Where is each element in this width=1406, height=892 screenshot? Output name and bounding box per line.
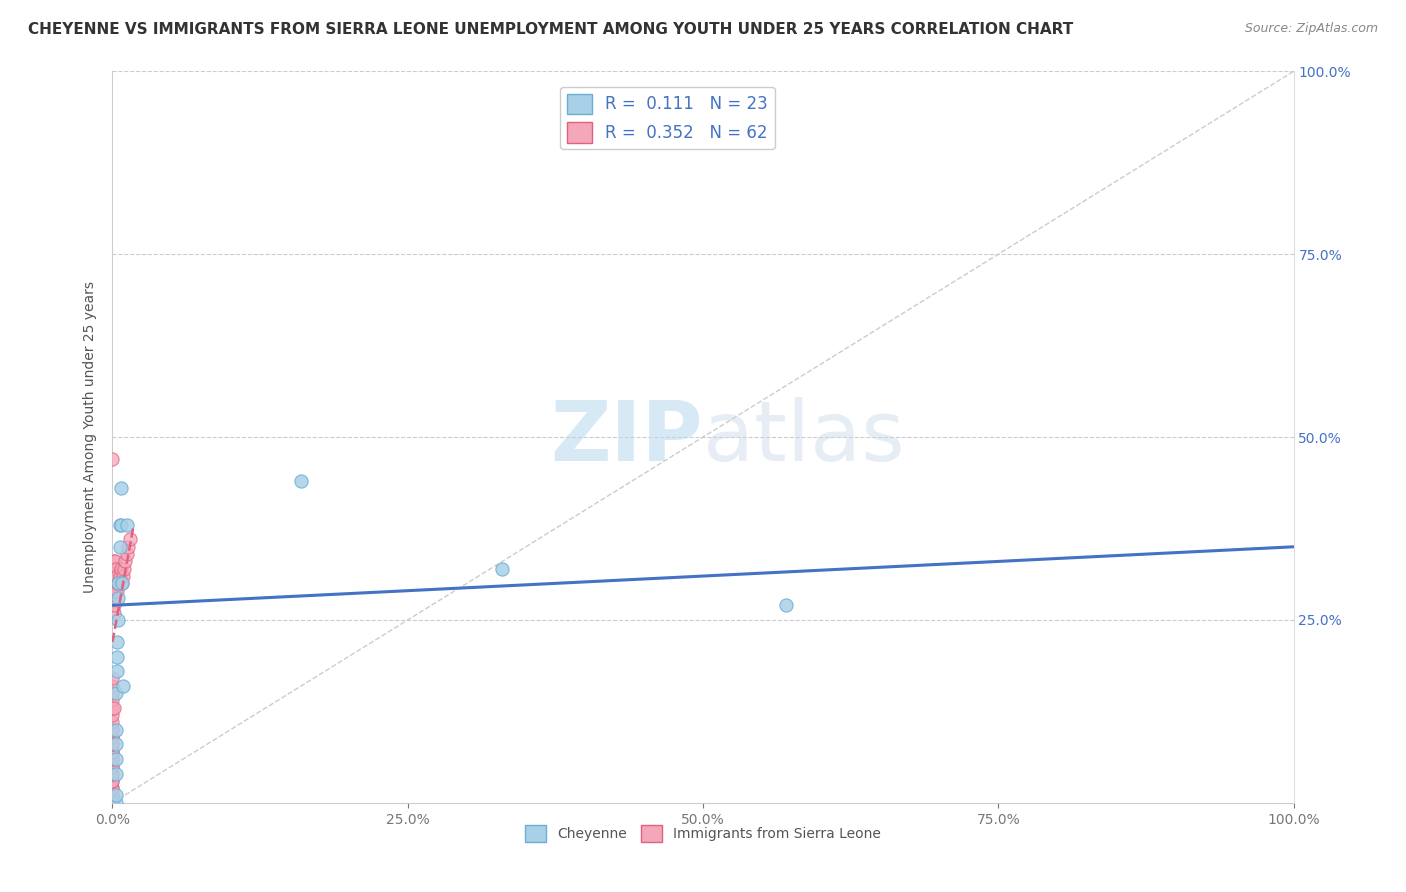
Point [290, 474, 312, 488]
Point [105, 569, 128, 583]
Point [108, 540, 131, 554]
Point [107, 591, 129, 605]
Point [104, 576, 127, 591]
Point [107, 576, 129, 591]
Point [105, 737, 128, 751]
Point [105, 635, 128, 649]
Point [101, 745, 124, 759]
Point [105, 752, 128, 766]
Point [101, 796, 124, 810]
Point [101, 796, 124, 810]
Point [105, 562, 128, 576]
Point [101, 789, 124, 803]
Text: CHEYENNE VS IMMIGRANTS FROM SIERRA LEONE UNEMPLOYMENT AMONG YOUTH UNDER 25 YEARS: CHEYENNE VS IMMIGRANTS FROM SIERRA LEONE… [28, 22, 1073, 37]
Point [101, 672, 124, 686]
Point [110, 517, 132, 532]
Point [101, 745, 124, 759]
Point [103, 599, 125, 613]
Point [105, 723, 128, 737]
Point [110, 562, 132, 576]
Y-axis label: Unemployment Among Youth under 25 years: Unemployment Among Youth under 25 years [83, 281, 97, 593]
Legend: Cheyenne, Immigrants from Sierra Leone: Cheyenne, Immigrants from Sierra Leone [520, 819, 886, 847]
Point [101, 766, 124, 780]
Point [103, 576, 125, 591]
Point [101, 766, 124, 780]
Point [101, 452, 124, 467]
Point [103, 591, 125, 605]
Point [104, 583, 127, 598]
Point [117, 540, 139, 554]
Text: ZIP: ZIP [551, 397, 703, 477]
Point [111, 576, 134, 591]
Point [112, 679, 135, 693]
Point [115, 517, 138, 532]
Point [104, 554, 127, 568]
Point [105, 686, 128, 700]
Point [111, 576, 134, 591]
Point [101, 796, 124, 810]
Point [105, 569, 128, 583]
Point [775, 599, 797, 613]
Point [101, 796, 124, 810]
Point [103, 606, 125, 620]
Point [120, 533, 142, 547]
Point [101, 708, 124, 723]
Point [101, 781, 124, 796]
Point [103, 700, 125, 714]
Point [491, 562, 513, 576]
Text: atlas: atlas [703, 397, 904, 477]
Point [101, 730, 124, 744]
Point [101, 723, 124, 737]
Point [103, 562, 125, 576]
Point [101, 737, 124, 751]
Point [103, 583, 125, 598]
Point [101, 796, 124, 810]
Point [101, 759, 124, 773]
Point [110, 481, 132, 495]
Point [101, 737, 124, 751]
Point [105, 664, 128, 678]
Point [101, 752, 124, 766]
Point [105, 583, 128, 598]
Point [114, 554, 136, 568]
Point [108, 569, 131, 583]
Point [101, 693, 124, 707]
Point [101, 723, 124, 737]
Point [105, 649, 128, 664]
Point [105, 796, 128, 810]
Point [112, 562, 135, 576]
Point [105, 789, 128, 803]
Point [101, 730, 124, 744]
Point [101, 700, 124, 714]
Point [104, 569, 127, 583]
Point [105, 576, 128, 591]
Point [105, 766, 128, 780]
Point [101, 773, 124, 788]
Point [101, 789, 124, 803]
Point [107, 613, 129, 627]
Point [101, 686, 124, 700]
Point [115, 547, 138, 561]
Point [103, 554, 125, 568]
Point [101, 781, 124, 796]
Point [103, 569, 125, 583]
Point [112, 569, 135, 583]
Point [101, 752, 124, 766]
Point [101, 773, 124, 788]
Point [101, 715, 124, 730]
Text: Source: ZipAtlas.com: Source: ZipAtlas.com [1244, 22, 1378, 36]
Point [104, 562, 127, 576]
Point [101, 679, 124, 693]
Point [107, 576, 129, 591]
Point [101, 759, 124, 773]
Point [108, 517, 131, 532]
